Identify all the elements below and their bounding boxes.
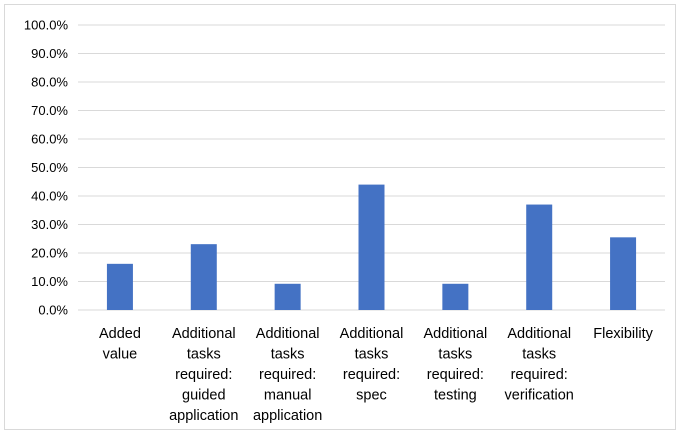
y-tick-label: 70.0% bbox=[31, 103, 68, 118]
y-axis-ticks: 0.0% 10.0% 20.0% 30.0% 40.0% 50.0% 60.0% 70.0% 8… bbox=[24, 18, 69, 318]
bar bbox=[358, 184, 385, 310]
bar bbox=[274, 283, 301, 310]
bars bbox=[106, 184, 637, 310]
x-category-label: Additional tasks required: verification bbox=[505, 326, 574, 404]
y-tick-label: 80.0% bbox=[31, 75, 68, 90]
x-category-label: Additional tasks required: manual applicatio… bbox=[253, 326, 322, 424]
x-category-label: Additional tasks required: guided applicatio… bbox=[169, 326, 238, 424]
x-category-label: Additional tasks required: testing bbox=[424, 326, 488, 404]
y-tick-label: 100.0% bbox=[24, 18, 69, 33]
x-category-label: Additional tasks required: spec bbox=[340, 326, 404, 404]
y-tick-label: 20.0% bbox=[31, 246, 68, 261]
chart-frame bbox=[4, 4, 676, 430]
y-tick-label: 90.0% bbox=[31, 46, 68, 61]
x-category-label: Added value bbox=[99, 326, 141, 363]
y-tick-label: 50.0% bbox=[31, 160, 68, 175]
bar bbox=[610, 237, 637, 310]
y-tick-label: 60.0% bbox=[31, 132, 68, 147]
gridlines bbox=[78, 24, 665, 311]
bar bbox=[106, 263, 133, 310]
bar bbox=[190, 244, 217, 310]
y-tick-label: 0.0% bbox=[38, 303, 68, 318]
x-axis-labels: Added value Additional tasks required: guided… bbox=[99, 326, 654, 424]
bar bbox=[526, 204, 553, 310]
y-tick-label: 10.0% bbox=[31, 274, 68, 289]
y-tick-label: 40.0% bbox=[31, 189, 68, 204]
y-tick-label: 30.0% bbox=[31, 217, 68, 232]
bar bbox=[442, 283, 469, 310]
x-category-label: Flexibility bbox=[593, 326, 653, 342]
